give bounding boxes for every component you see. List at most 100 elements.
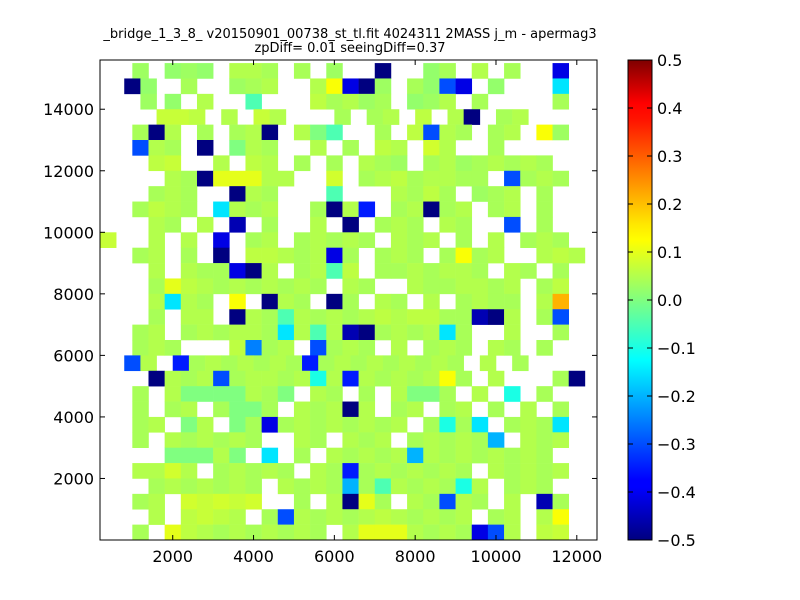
heatmap-cell bbox=[229, 340, 246, 356]
heatmap-cell bbox=[487, 124, 505, 141]
heatmap-cell bbox=[196, 432, 214, 448]
heatmap-cell bbox=[342, 293, 359, 310]
colorbar-tick-label: 0.2 bbox=[657, 195, 682, 214]
heatmap-cell bbox=[374, 524, 392, 541]
colorbar-tick-label: −0.5 bbox=[657, 531, 696, 550]
y-tick-label: 4000 bbox=[53, 408, 94, 427]
heatmap-cell bbox=[374, 416, 392, 433]
heatmap-cell bbox=[455, 247, 473, 264]
heatmap-cell bbox=[423, 524, 440, 541]
heatmap-cell bbox=[342, 78, 359, 95]
heatmap-cell bbox=[100, 232, 117, 248]
x-tick-label: 6000 bbox=[314, 547, 355, 566]
heatmap-cell bbox=[164, 170, 182, 187]
heatmap-cell bbox=[455, 447, 473, 464]
heatmap-cell bbox=[374, 447, 392, 464]
heatmap-cell bbox=[423, 324, 440, 341]
heatmap-cell bbox=[148, 263, 165, 279]
heatmap-cell bbox=[455, 78, 473, 95]
heatmap-cell bbox=[326, 263, 343, 279]
heatmap-cell bbox=[148, 324, 165, 341]
heatmap-cell bbox=[390, 309, 408, 325]
heatmap-cell bbox=[180, 447, 198, 464]
heatmap-cell bbox=[342, 509, 359, 525]
heatmap-cell bbox=[229, 416, 246, 433]
heatmap-cell bbox=[342, 140, 359, 156]
heatmap-cell bbox=[374, 155, 392, 172]
heatmap-cell bbox=[229, 216, 246, 233]
heatmap-cell bbox=[471, 155, 489, 172]
heatmap-cell bbox=[326, 78, 343, 95]
heatmap-cell bbox=[277, 370, 295, 387]
heatmap-cell bbox=[407, 186, 424, 202]
heatmap-cell bbox=[132, 201, 149, 218]
heatmap-cell bbox=[439, 370, 456, 387]
heatmap-cell bbox=[407, 278, 424, 295]
heatmap-cell bbox=[180, 201, 198, 218]
heatmap-cell bbox=[407, 386, 424, 402]
heatmap-cell bbox=[180, 278, 198, 295]
heatmap-cell bbox=[326, 370, 343, 387]
heatmap-cell bbox=[293, 124, 311, 141]
heatmap-cell bbox=[245, 524, 262, 541]
heatmap-cell bbox=[326, 386, 343, 402]
heatmap-cell bbox=[455, 463, 473, 479]
heatmap-cell bbox=[374, 463, 392, 479]
heatmap-cell bbox=[229, 493, 246, 510]
heatmap-cell bbox=[423, 493, 440, 510]
heatmap-cell bbox=[504, 447, 521, 464]
heatmap-cell bbox=[229, 432, 246, 448]
heatmap-cell bbox=[552, 78, 570, 95]
heatmap-cell bbox=[326, 93, 343, 110]
heatmap-cell bbox=[229, 293, 246, 310]
heatmap-cell bbox=[487, 370, 505, 387]
heatmap-cell bbox=[552, 509, 570, 525]
heatmap-cell bbox=[390, 263, 408, 279]
heatmap-cell bbox=[390, 401, 408, 418]
heatmap-cell bbox=[334, 109, 351, 125]
heatmap-cell bbox=[487, 309, 505, 325]
heatmap-cell bbox=[164, 63, 182, 79]
heatmap-cell bbox=[148, 216, 165, 233]
heatmap-cell bbox=[374, 216, 392, 233]
heatmap-cell bbox=[423, 186, 440, 202]
heatmap-cell bbox=[229, 170, 246, 187]
heatmap-cell bbox=[229, 124, 246, 141]
heatmap-cell bbox=[229, 386, 246, 402]
heatmap-cell bbox=[326, 293, 343, 310]
heatmap-cell bbox=[439, 263, 456, 279]
heatmap-cell bbox=[237, 355, 254, 372]
colorbar-tick-label: 0.1 bbox=[657, 243, 682, 262]
heatmap-cell bbox=[180, 170, 198, 187]
heatmap-cell bbox=[390, 232, 408, 248]
heatmap-cell bbox=[407, 263, 424, 279]
heatmap-cell bbox=[148, 293, 165, 310]
heatmap-cell bbox=[439, 340, 456, 356]
heatmap-cell bbox=[552, 124, 570, 141]
heatmap-cell bbox=[374, 78, 392, 95]
heatmap-cell bbox=[423, 386, 440, 402]
heatmap-cell bbox=[455, 293, 473, 310]
heatmap-cell bbox=[245, 370, 262, 387]
heatmap-cell bbox=[471, 63, 489, 79]
heatmap-cell bbox=[245, 416, 262, 433]
heatmap-cell bbox=[407, 201, 424, 218]
heatmap-cell bbox=[374, 324, 392, 341]
heatmap-cell bbox=[213, 524, 230, 541]
heatmap-cell bbox=[552, 401, 570, 418]
heatmap-cell bbox=[180, 463, 198, 479]
chart-subtitle: zpDiff= 0.01 seeingDiff=0.37 bbox=[254, 41, 445, 56]
heatmap-cell bbox=[261, 463, 279, 479]
heatmap-cell bbox=[374, 493, 392, 510]
heatmap-cell bbox=[423, 124, 440, 141]
heatmap-cell bbox=[310, 401, 327, 418]
heatmap-cell bbox=[487, 463, 505, 479]
x-tick-label: 10000 bbox=[471, 547, 522, 566]
heatmap-cell bbox=[455, 478, 473, 495]
heatmap-cell bbox=[439, 124, 456, 141]
heatmap-cell bbox=[504, 263, 521, 279]
heatmap-cell bbox=[423, 463, 440, 479]
heatmap-cell bbox=[358, 309, 376, 325]
colorbar-tick-label: −0.2 bbox=[657, 387, 696, 406]
heatmap-cell bbox=[439, 278, 456, 295]
